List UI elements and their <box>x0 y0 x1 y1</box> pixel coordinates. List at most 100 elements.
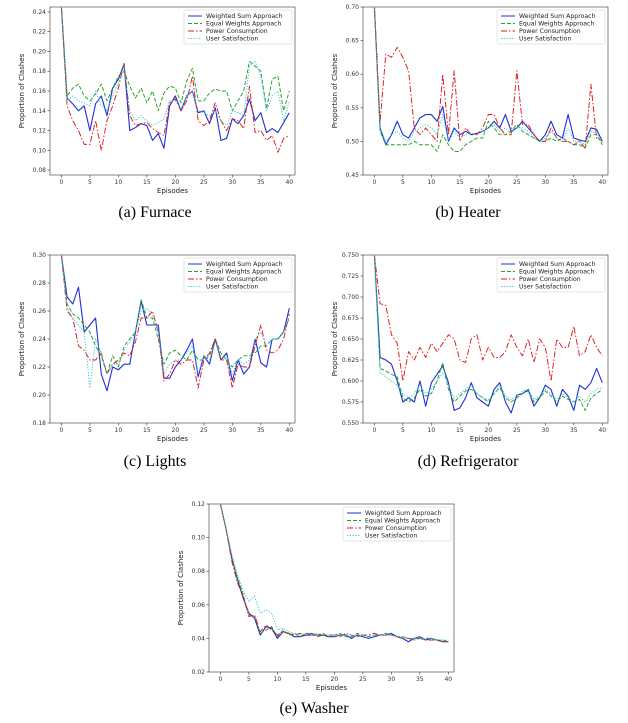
y-tick-label: 0.10 <box>192 535 206 542</box>
x-tick-label: 0 <box>59 427 63 434</box>
heater-caption: (b) Heater <box>435 204 501 221</box>
washer-chart: 0 5 10 15 20 25 30 35 40 0.02 0.04 0.06 0.08 0.10 0.12… <box>164 500 464 698</box>
y-tick-label: 0.18 <box>33 420 47 427</box>
x-tick-label: 0 <box>372 179 376 186</box>
chart-svg: 0 5 10 15 20 25 30 35 40 0.550 0.575 0.600 0.625 0.65… <box>331 252 609 443</box>
y-tick-label: 0.650 <box>342 336 359 343</box>
series-line-weighted-sum <box>219 504 449 643</box>
legend-label-weighted-sum: Weighted Sum Approach <box>365 510 442 517</box>
y-tick-label: 0.12 <box>33 128 47 135</box>
series-line-equal-weights <box>60 255 290 375</box>
x-tick-label: 10 <box>115 179 123 186</box>
heater-chart: 0 5 10 15 20 25 30 35 40 0.45 0.50 0.55 0.60 0.65 0.70… <box>318 3 618 201</box>
y-tick-label: 0.725 <box>342 273 359 280</box>
x-tick-label: 0 <box>372 427 376 434</box>
refrigerator-caption: (d) Refrigerator <box>417 453 519 470</box>
legend-label-weighted-sum: Weighted Sum Approach <box>206 13 283 20</box>
x-tick-label: 20 <box>331 676 339 683</box>
legend-box <box>496 257 606 293</box>
series-line-user-satisfaction <box>373 7 603 146</box>
series-line-user-satisfaction <box>219 504 449 641</box>
legend-label-power-consumption: Power Consumption <box>206 276 268 283</box>
y-tick-label: 0.625 <box>342 357 359 364</box>
chart-svg: 0 5 10 15 20 25 30 35 40 0.18 0.20 0.22 0.24 0.26 0.28… <box>18 252 296 443</box>
x-tick-label: 5 <box>247 676 251 683</box>
y-tick-label: 0.24 <box>33 9 47 16</box>
x-tick-label: 35 <box>257 179 265 186</box>
legend-label-equal-weights: Equal Weights Approach <box>206 269 281 276</box>
washer-caption: (e) Washer <box>279 700 349 717</box>
y-tick-label: 0.14 <box>33 108 47 115</box>
y-tick-label: 0.700 <box>342 294 359 301</box>
legend-label-power-consumption: Power Consumption <box>519 28 581 35</box>
y-axis-label: Proportion of Clashes <box>177 550 185 625</box>
x-tick-label: 15 <box>456 427 464 434</box>
y-tick-label: 0.60 <box>346 71 360 78</box>
legend-box <box>496 9 606 45</box>
y-tick-label: 0.30 <box>33 252 47 259</box>
y-tick-label: 0.18 <box>33 68 47 75</box>
series-line-power-consumption <box>373 7 603 149</box>
y-tick-label: 0.65 <box>346 38 360 45</box>
y-tick-label: 0.70 <box>346 4 360 11</box>
legend-box <box>342 506 452 542</box>
lights-chart: 0 5 10 15 20 25 30 35 40 0.18 0.20 0.22 0.24 0.26 0.28… <box>5 251 305 449</box>
x-axis-label: Episodes <box>470 435 501 443</box>
y-tick-label: 0.24 <box>33 336 47 343</box>
y-axis-label: Proportion of Clashes <box>331 301 339 376</box>
series-line-user-satisfaction <box>60 7 290 127</box>
series-line-weighted-sum <box>60 7 290 149</box>
series-line-weighted-sum <box>373 7 603 146</box>
y-tick-label: 0.20 <box>33 392 47 399</box>
x-tick-label: 20 <box>172 427 180 434</box>
legend-box <box>183 9 293 45</box>
y-tick-label: 0.02 <box>192 669 206 676</box>
series-line-power-consumption <box>219 504 449 643</box>
y-tick-label: 0.575 <box>342 399 359 406</box>
refrigerator-chart: 0 5 10 15 20 25 30 35 40 0.550 0.575 0.600 0.625 0.65… <box>318 251 618 449</box>
y-axis-label: Proportion of Clashes <box>18 301 26 376</box>
y-tick-label: 0.45 <box>346 172 360 179</box>
y-tick-label: 0.22 <box>33 364 47 371</box>
legend-label-equal-weights: Equal Weights Approach <box>365 518 440 525</box>
chart-svg: 0 5 10 15 20 25 30 35 40 0.45 0.50 0.55 0.60 0.65 0.70… <box>331 4 609 195</box>
x-tick-label: 0 <box>59 179 63 186</box>
furnace-caption: (a) Furnace <box>118 204 192 221</box>
x-axis-label: Episodes <box>157 435 188 443</box>
y-tick-label: 0.28 <box>33 280 47 287</box>
y-tick-label: 0.750 <box>342 252 359 259</box>
x-tick-label: 30 <box>229 427 237 434</box>
legend-label-weighted-sum: Weighted Sum Approach <box>206 261 283 268</box>
series-line-equal-weights <box>60 7 290 112</box>
series-line-power-consumption <box>60 255 290 389</box>
y-tick-label: 0.22 <box>33 29 47 36</box>
legend-label-user-satisfaction: User Satisfaction <box>206 284 258 291</box>
legend-label-equal-weights: Equal Weights Approach <box>519 21 594 28</box>
x-tick-label: 10 <box>274 676 282 683</box>
x-tick-label: 10 <box>428 179 436 186</box>
y-axis-label: Proportion of Clashes <box>18 53 26 128</box>
x-tick-label: 25 <box>359 676 367 683</box>
x-axis-label: Episodes <box>470 187 501 195</box>
y-tick-label: 0.10 <box>33 147 47 154</box>
x-tick-label: 35 <box>416 676 424 683</box>
x-tick-label: 30 <box>388 676 396 683</box>
x-tick-label: 15 <box>456 179 464 186</box>
x-tick-label: 20 <box>172 179 180 186</box>
y-tick-label: 0.04 <box>192 635 206 642</box>
legend-label-weighted-sum: Weighted Sum Approach <box>519 261 596 268</box>
legend-label-user-satisfaction: User Satisfaction <box>206 36 258 43</box>
legend-label-equal-weights: Equal Weights Approach <box>206 21 281 28</box>
x-tick-label: 15 <box>143 427 151 434</box>
x-tick-label: 5 <box>401 179 405 186</box>
x-tick-label: 20 <box>485 179 493 186</box>
chart-svg: 0 5 10 15 20 25 30 35 40 0.02 0.04 0.06 0.08 0.10 0.12… <box>177 501 455 692</box>
y-tick-label: 0.26 <box>33 308 47 315</box>
series-line-power-consumption <box>60 7 290 153</box>
y-tick-label: 0.08 <box>33 167 47 174</box>
y-tick-label: 0.06 <box>192 602 206 609</box>
x-tick-label: 25 <box>513 427 521 434</box>
x-tick-label: 35 <box>570 179 578 186</box>
y-tick-label: 0.16 <box>33 88 47 95</box>
y-axis-label: Proportion of Clashes <box>331 53 339 128</box>
